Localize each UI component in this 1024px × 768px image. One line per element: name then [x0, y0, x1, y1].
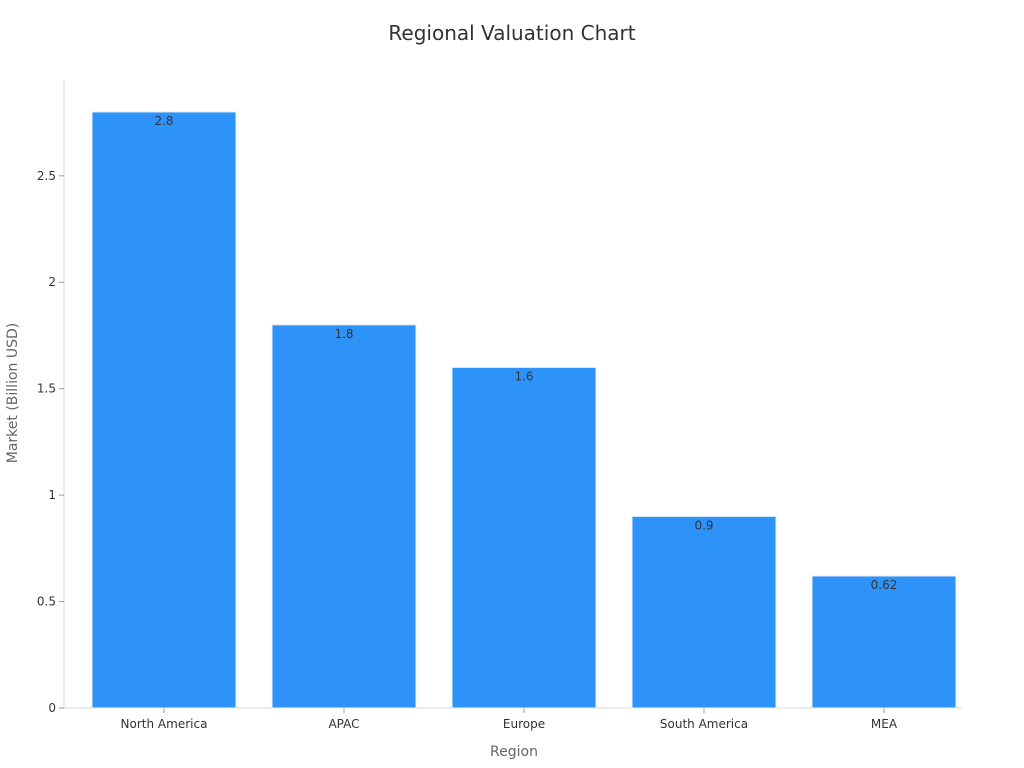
x-axis: North America APAC Europe South America MEA [64, 707, 963, 731]
bar [631, 515, 777, 709]
bar-value-label: 2.8 [154, 114, 173, 128]
value-labels-group: 2.8 1.8 1.6 0.9 0.62 [154, 114, 897, 592]
y-tick-label: 2.5 [37, 169, 56, 183]
bar [451, 366, 597, 709]
y-tick-label: 1.5 [37, 382, 56, 396]
bar-value-label: 1.6 [514, 369, 533, 383]
bar-value-label: 0.62 [871, 578, 898, 592]
bar [91, 111, 237, 709]
x-tick-label: APAC [328, 717, 359, 731]
bar-value-label: 0.9 [694, 518, 713, 532]
y-tick-label: 1 [48, 488, 56, 502]
x-tick-label: North America [121, 717, 208, 731]
y-axis-label: Market (Billion USD) [5, 323, 21, 463]
y-tick-label: 2 [48, 275, 56, 289]
x-tick-label: South America [660, 717, 748, 731]
x-axis-label: Region [490, 744, 538, 760]
bar [811, 575, 957, 709]
bars-group [91, 111, 957, 709]
x-tick-label: MEA [871, 717, 898, 731]
bar [271, 324, 417, 709]
y-axis: 0 0.5 1 1.5 2 2.5 [37, 80, 65, 715]
chart-title: Regional Valuation Chart [388, 21, 635, 45]
y-tick-label: 0 [48, 701, 56, 715]
x-tick-label: Europe [503, 717, 545, 731]
bar-value-label: 1.8 [334, 327, 353, 341]
y-tick-label: 0.5 [37, 595, 56, 609]
